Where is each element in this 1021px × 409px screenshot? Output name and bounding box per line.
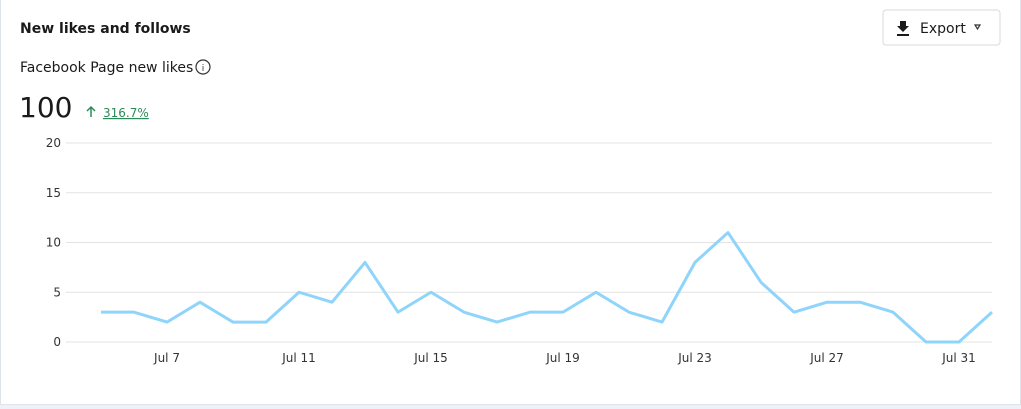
y-tick-label: 10	[46, 236, 61, 250]
x-tick-label: Jul 11	[281, 351, 316, 365]
export-button-box[interactable]	[882, 9, 1001, 46]
export-label[interactable]: Export	[920, 21, 966, 37]
x-tick-label: Jul 23	[677, 351, 712, 365]
y-tick-label: 0	[53, 335, 61, 349]
metric-label: Facebook Page new likes	[20, 60, 193, 76]
y-tick-label: 15	[46, 186, 61, 200]
y-tick-label: 20	[46, 136, 61, 150]
x-tick-label: Jul 19	[545, 351, 580, 365]
y-tick-label: 5	[53, 285, 61, 299]
up-arrow	[86, 105, 96, 117]
x-tick-label: Jul 27	[809, 351, 844, 365]
metric-change[interactable]: 316.7%	[103, 106, 149, 120]
x-tick-label: Jul 15	[413, 351, 448, 365]
dropdown-caret[interactable]	[973, 24, 982, 31]
metric-value: 100	[19, 91, 72, 124]
data-line	[101, 231, 994, 344]
download-icon[interactable]	[897, 21, 909, 36]
card-title: New likes and follows	[20, 21, 191, 37]
info-circle[interactable]	[195, 59, 211, 75]
export-button[interactable]: Export	[882, 9, 1001, 46]
info-i[interactable]: i	[202, 64, 205, 74]
x-tick-label: Jul 7	[153, 351, 180, 365]
x-tick-label: Jul 31	[941, 351, 976, 365]
info-icon[interactable]: i	[195, 59, 211, 75]
